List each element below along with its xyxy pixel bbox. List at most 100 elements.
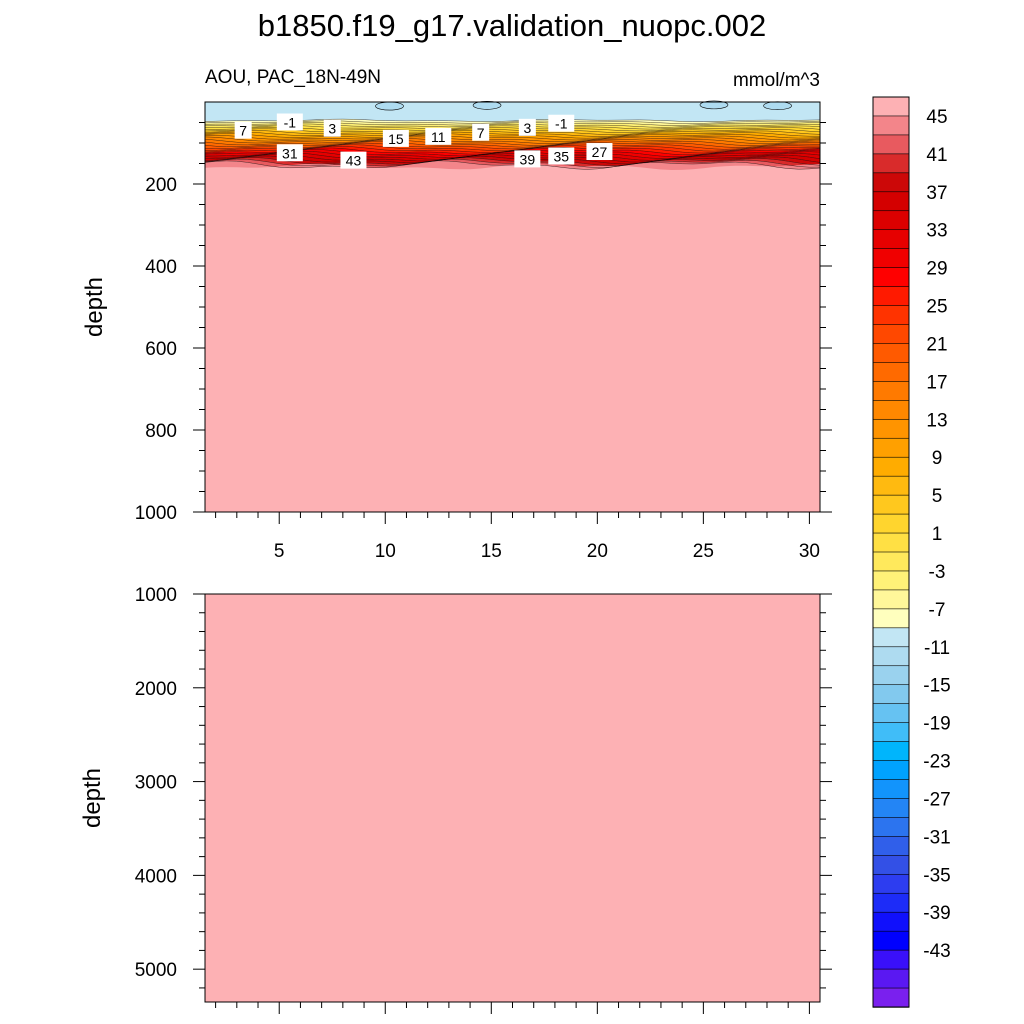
contour-line bbox=[204, 149, 821, 157]
colorbar-box bbox=[872, 968, 910, 989]
contour-line bbox=[204, 128, 821, 133]
y-tick-label: 1000 bbox=[135, 503, 177, 524]
contour-label: 43 bbox=[346, 153, 362, 169]
top-panel-y-axis-label: depth bbox=[81, 277, 108, 337]
deep-fill bbox=[205, 594, 820, 1002]
colorbar-box bbox=[872, 570, 910, 591]
contour-label: 11 bbox=[431, 129, 446, 145]
contour-line bbox=[204, 136, 821, 143]
colorbar-box bbox=[872, 665, 910, 686]
colorbar-label: 1 bbox=[932, 524, 943, 545]
contour-label: 27 bbox=[592, 144, 608, 160]
colorbar-box bbox=[872, 798, 910, 819]
contour-label: 35 bbox=[553, 149, 569, 165]
colorbar-box bbox=[872, 911, 910, 932]
colorbar-box bbox=[872, 930, 910, 951]
contour-band bbox=[205, 156, 820, 166]
colorbar-box bbox=[872, 817, 910, 838]
contour-label-box bbox=[472, 123, 490, 141]
contour-label-box bbox=[340, 151, 367, 169]
units-label: mmol/m^3 bbox=[733, 70, 820, 91]
colorbar-box bbox=[872, 494, 910, 515]
colorbar-box bbox=[872, 684, 910, 705]
contour-line bbox=[204, 134, 821, 141]
contour-line bbox=[204, 152, 821, 161]
colorbar-label: -31 bbox=[923, 827, 950, 848]
contour-label: 31 bbox=[282, 145, 298, 161]
contour-label-box bbox=[425, 127, 452, 145]
contour-line bbox=[204, 144, 821, 152]
contour-label-box bbox=[382, 129, 409, 147]
colorbar-box bbox=[872, 836, 910, 857]
contour-band bbox=[205, 136, 820, 144]
colorbar-box bbox=[872, 722, 910, 743]
colorbar-label: -7 bbox=[929, 600, 946, 621]
colorbar-box bbox=[872, 627, 910, 648]
contour-band bbox=[205, 147, 820, 157]
colorbar-box bbox=[872, 532, 910, 553]
contour-line bbox=[204, 139, 820, 146]
colorbar-label: 9 bbox=[932, 448, 943, 469]
contour-line bbox=[205, 150, 821, 159]
colorbar-box bbox=[872, 172, 910, 193]
contour-line bbox=[204, 158, 821, 168]
colorbar-label: -35 bbox=[923, 865, 950, 886]
surface-contour-patch bbox=[472, 100, 502, 110]
contour-band bbox=[205, 119, 820, 124]
colorbar-label: 29 bbox=[926, 259, 947, 280]
colorbar-box bbox=[872, 855, 910, 875]
surface-contour-patch bbox=[763, 101, 792, 110]
contour-line bbox=[204, 120, 821, 124]
colorbar-box bbox=[872, 608, 910, 629]
top-panel-contours bbox=[204, 100, 821, 170]
colorbar-label: -39 bbox=[923, 903, 950, 924]
contour-line bbox=[204, 123, 821, 128]
contour-label-box bbox=[276, 144, 303, 162]
contour-label-box bbox=[514, 150, 541, 168]
colorbar-label: -3 bbox=[929, 562, 946, 583]
colorbar-box bbox=[872, 456, 910, 477]
colorbar-box bbox=[872, 229, 910, 250]
contour-band bbox=[205, 123, 820, 130]
contour-label-box bbox=[323, 119, 341, 137]
contour-line bbox=[204, 142, 820, 150]
x-tick-label: 15 bbox=[481, 541, 502, 562]
colorbar-box bbox=[872, 949, 910, 970]
contour-line bbox=[204, 133, 821, 139]
top-panel-ticks: 5 10 15 20 25 30 200 400 600 800 1000 bbox=[135, 122, 832, 562]
contour-band bbox=[205, 152, 820, 163]
colorbar-box bbox=[872, 779, 910, 800]
y-tick-label: 400 bbox=[145, 257, 177, 278]
colorbar-box bbox=[872, 437, 910, 458]
colorbar-label: 13 bbox=[926, 410, 947, 431]
colorbar-label: 41 bbox=[926, 145, 947, 166]
contour-band bbox=[205, 102, 820, 122]
y-tick-label: 600 bbox=[145, 339, 177, 360]
colorbar-label: -15 bbox=[923, 676, 950, 697]
y-tick-label: 1000 bbox=[135, 585, 177, 606]
colorbar-box bbox=[872, 400, 910, 420]
contour-line bbox=[204, 125, 821, 130]
contour-label: 3 bbox=[328, 121, 336, 137]
colorbar-box bbox=[872, 210, 910, 231]
contour-label-box bbox=[548, 114, 575, 132]
x-tick-label: 5 bbox=[274, 541, 285, 562]
colorbar-box bbox=[872, 343, 910, 364]
contour-label: 15 bbox=[388, 131, 404, 147]
variable-region-label: AOU, PAC_18N-49N bbox=[205, 67, 381, 88]
contour-band bbox=[205, 146, 820, 155]
top-panel-contour-labels: 7 -1 3 15 11 7 3 -1 31 43 39 35 27 bbox=[234, 113, 613, 169]
contour-line bbox=[204, 118, 821, 122]
chart-title: b1850.f19_g17.validation_nuopc.002 bbox=[258, 8, 767, 43]
colorbar-box bbox=[872, 248, 910, 269]
bottom-panel: 1000 2000 3000 4000 5000 depth bbox=[79, 585, 832, 1014]
contour-band bbox=[205, 141, 820, 150]
colorbar-box bbox=[872, 134, 910, 155]
colorbar-box bbox=[872, 96, 910, 117]
contour-label: 3 bbox=[523, 120, 531, 136]
colorbar-box bbox=[872, 703, 910, 724]
colorbar-box bbox=[872, 115, 910, 136]
colorbar-label: -19 bbox=[923, 714, 950, 735]
colorbar-box bbox=[872, 987, 910, 1008]
